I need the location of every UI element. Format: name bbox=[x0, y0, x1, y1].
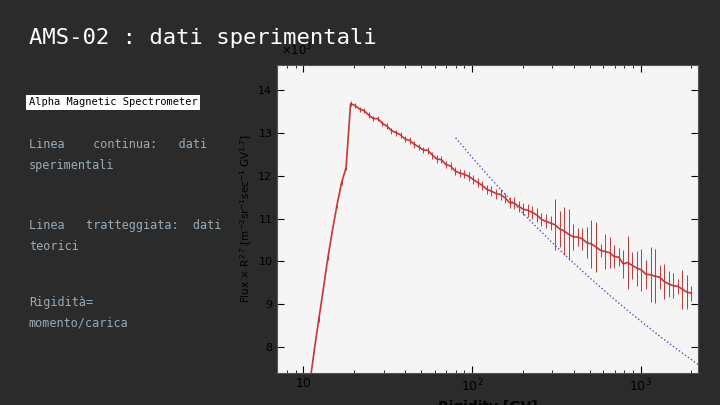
Text: Alpha Magnetic Spectrometer: Alpha Magnetic Spectrometer bbox=[29, 97, 197, 107]
Text: ×10$^3$: ×10$^3$ bbox=[282, 42, 313, 59]
Text: AMS-02 : dati sperimentali: AMS-02 : dati sperimentali bbox=[29, 28, 377, 48]
Y-axis label: Flux × R$^{2.7}$ [m$^{-2}$sr$^{-1}$sec$^{-1}$ GV$^{1.7}$]: Flux × R$^{2.7}$ [m$^{-2}$sr$^{-1}$sec$^… bbox=[238, 134, 254, 303]
Text: Rigidità=
momento/carica: Rigidità= momento/carica bbox=[29, 296, 129, 330]
Text: Linea    continua:   dati
sperimentali: Linea continua: dati sperimentali bbox=[29, 138, 207, 172]
X-axis label: Rigidity [GV]: Rigidity [GV] bbox=[438, 400, 538, 405]
Text: Linea   tratteggiata:  dati
teorici: Linea tratteggiata: dati teorici bbox=[29, 219, 221, 253]
